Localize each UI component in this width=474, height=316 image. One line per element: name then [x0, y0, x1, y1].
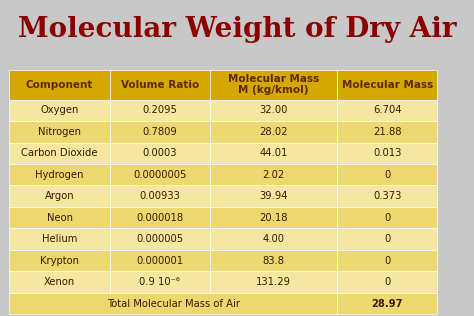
Text: 0.00933: 0.00933 — [139, 191, 180, 201]
Text: 0.013: 0.013 — [373, 148, 401, 158]
Text: 0: 0 — [384, 234, 390, 244]
Text: 39.94: 39.94 — [259, 191, 288, 201]
Text: Component: Component — [26, 80, 93, 89]
Text: Xenon: Xenon — [44, 277, 75, 287]
Text: 83.8: 83.8 — [263, 256, 284, 266]
Text: 28.02: 28.02 — [259, 127, 288, 137]
Text: Volume Ratio: Volume Ratio — [120, 80, 199, 89]
Text: 0.9 10⁻⁶: 0.9 10⁻⁶ — [139, 277, 180, 287]
Text: Oxygen: Oxygen — [40, 105, 79, 115]
Text: 0.000005: 0.000005 — [136, 234, 183, 244]
Text: 21.88: 21.88 — [373, 127, 401, 137]
Text: 0.0000005: 0.0000005 — [133, 170, 186, 180]
Text: Total Molecular Mass of Air: Total Molecular Mass of Air — [107, 299, 240, 309]
Text: 4.00: 4.00 — [263, 234, 284, 244]
Text: 44.01: 44.01 — [259, 148, 288, 158]
Text: 0.0003: 0.0003 — [142, 148, 177, 158]
Text: Molecular Mass
M (kg/kmol): Molecular Mass M (kg/kmol) — [228, 74, 319, 95]
Text: 0.7809: 0.7809 — [142, 127, 177, 137]
Text: 6.704: 6.704 — [373, 105, 401, 115]
Text: Argon: Argon — [45, 191, 74, 201]
Text: 131.29: 131.29 — [256, 277, 291, 287]
Text: 0.2095: 0.2095 — [142, 105, 177, 115]
Text: 0: 0 — [384, 277, 390, 287]
Text: 0.000001: 0.000001 — [136, 256, 183, 266]
Text: Molecular Weight of Dry Air: Molecular Weight of Dry Air — [18, 16, 456, 43]
Text: Molecular Mass: Molecular Mass — [342, 80, 433, 89]
Text: 0: 0 — [384, 213, 390, 223]
Text: 0.000018: 0.000018 — [136, 213, 183, 223]
Text: 28.97: 28.97 — [372, 299, 403, 309]
Text: 2.02: 2.02 — [262, 170, 284, 180]
Text: 0: 0 — [384, 170, 390, 180]
Text: Carbon Dioxide: Carbon Dioxide — [21, 148, 98, 158]
Text: 0.373: 0.373 — [373, 191, 401, 201]
Text: Neon: Neon — [46, 213, 73, 223]
Text: Helium: Helium — [42, 234, 77, 244]
Text: 32.00: 32.00 — [259, 105, 288, 115]
Text: 20.18: 20.18 — [259, 213, 288, 223]
Text: Krypton: Krypton — [40, 256, 79, 266]
Text: Hydrogen: Hydrogen — [35, 170, 84, 180]
Text: Nitrogen: Nitrogen — [38, 127, 81, 137]
Text: 0: 0 — [384, 256, 390, 266]
